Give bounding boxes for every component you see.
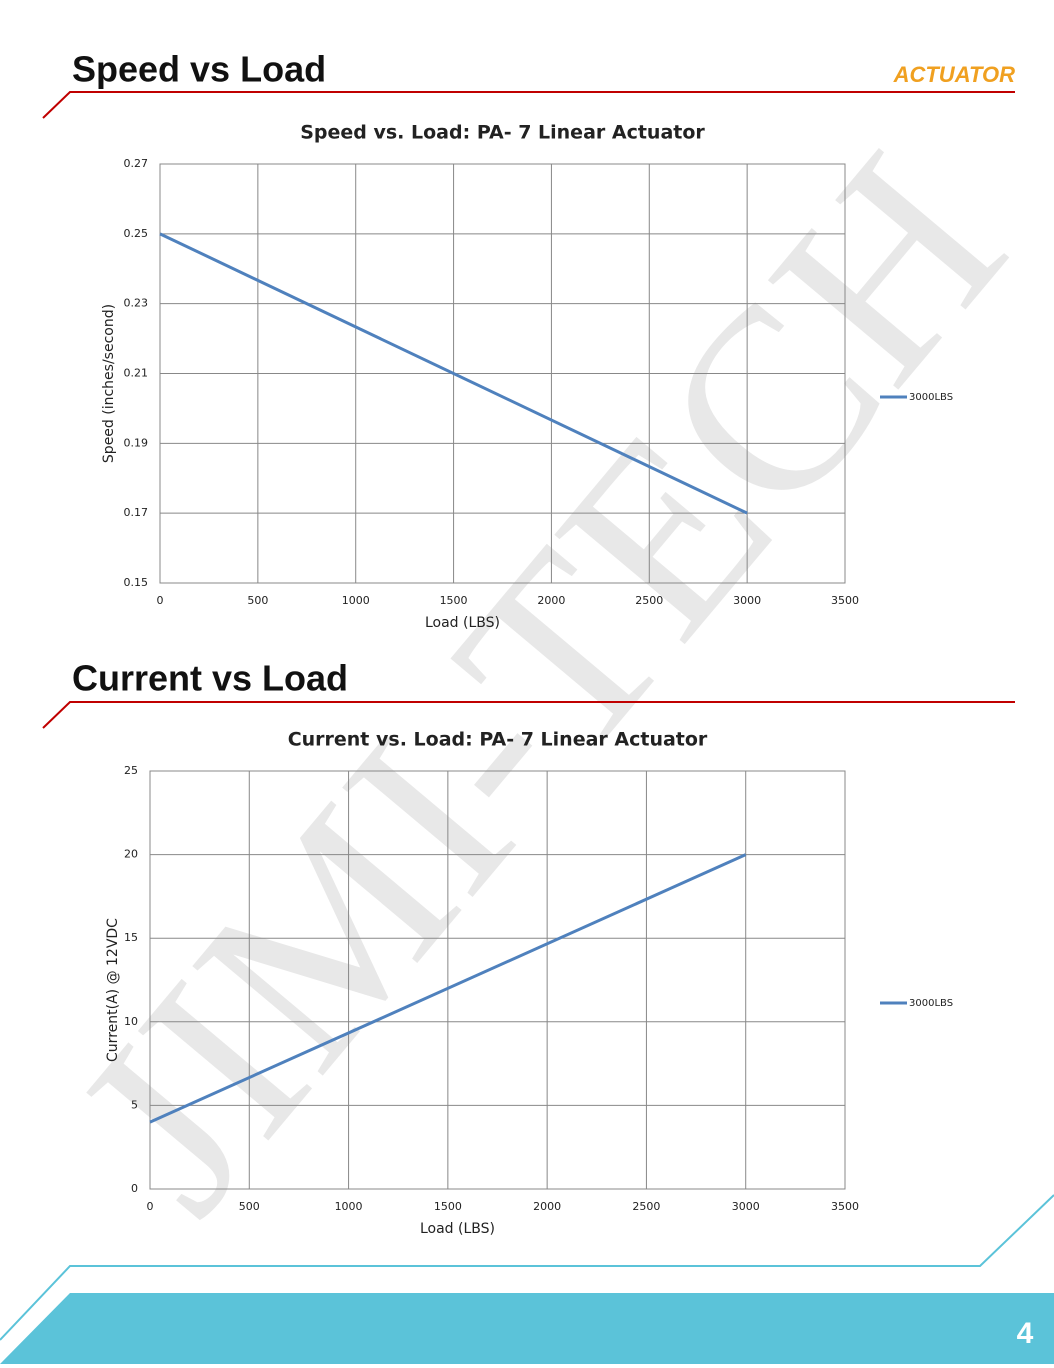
heading: Speed vs Load: [72, 49, 326, 90]
y-tick-label: 0.15: [124, 576, 149, 589]
y-tick-label: 0.27: [124, 157, 149, 170]
x-tick-label: 3500: [831, 594, 859, 607]
x-axis-label: Load (LBS): [420, 1221, 495, 1237]
y-tick-label: 0.25: [124, 227, 149, 240]
footer-line: [0, 1194, 1054, 1341]
logo: ACTUATOR: [893, 62, 1016, 87]
legend-label: 3000LBS: [909, 998, 953, 1009]
x-tick-label: 500: [239, 1200, 260, 1213]
x-tick-label: 2000: [533, 1200, 561, 1213]
chart-title: Current vs. Load: PA- 7 Linear Actuator: [288, 729, 708, 751]
x-tick-label: 0: [147, 1200, 154, 1213]
x-tick-label: 500: [247, 594, 268, 607]
heading-rule: [42, 701, 1015, 729]
x-tick-label: 1500: [440, 594, 468, 607]
y-tick-label: 20: [124, 848, 138, 861]
footer-band: [0, 1293, 1054, 1364]
x-tick-label: 0: [157, 594, 164, 607]
series-line: [159, 232, 748, 515]
y-tick-label: 0.23: [124, 297, 149, 310]
x-tick-label: 1500: [434, 1200, 462, 1213]
x-axis-label: Load (LBS): [425, 615, 500, 631]
y-tick-label: 5: [131, 1098, 138, 1111]
series-line: [149, 853, 747, 1124]
plot-frame: [149, 770, 846, 1190]
y-axis-label: Current(A) @ 12VDC: [105, 918, 121, 1062]
page-number: 4: [1017, 1317, 1034, 1350]
x-tick-label: 2500: [632, 1200, 660, 1213]
y-tick-label: 0.17: [124, 506, 149, 519]
y-tick-label: 0: [131, 1182, 138, 1195]
y-axis-label: Speed (inches/second): [101, 304, 117, 463]
x-tick-label: 2000: [537, 594, 565, 607]
chart-title: Speed vs. Load: PA- 7 Linear Actuator: [300, 122, 705, 144]
legend-label: 3000LBS: [909, 392, 953, 403]
heading-rule: [42, 91, 1015, 119]
x-tick-label: 2500: [635, 594, 663, 607]
x-tick-label: 1000: [335, 1200, 363, 1213]
plot-frame: [159, 163, 846, 584]
y-tick-label: 0.21: [124, 367, 149, 380]
x-tick-label: 3000: [732, 1200, 760, 1213]
x-tick-label: 3500: [831, 1200, 859, 1213]
y-tick-label: 15: [124, 931, 138, 944]
y-tick-label: 0.19: [124, 436, 149, 449]
heading: Current vs Load: [72, 658, 348, 699]
y-tick-label: 10: [124, 1015, 138, 1028]
x-tick-label: 3000: [733, 594, 761, 607]
x-tick-label: 1000: [342, 594, 370, 607]
y-tick-label: 25: [124, 764, 138, 777]
